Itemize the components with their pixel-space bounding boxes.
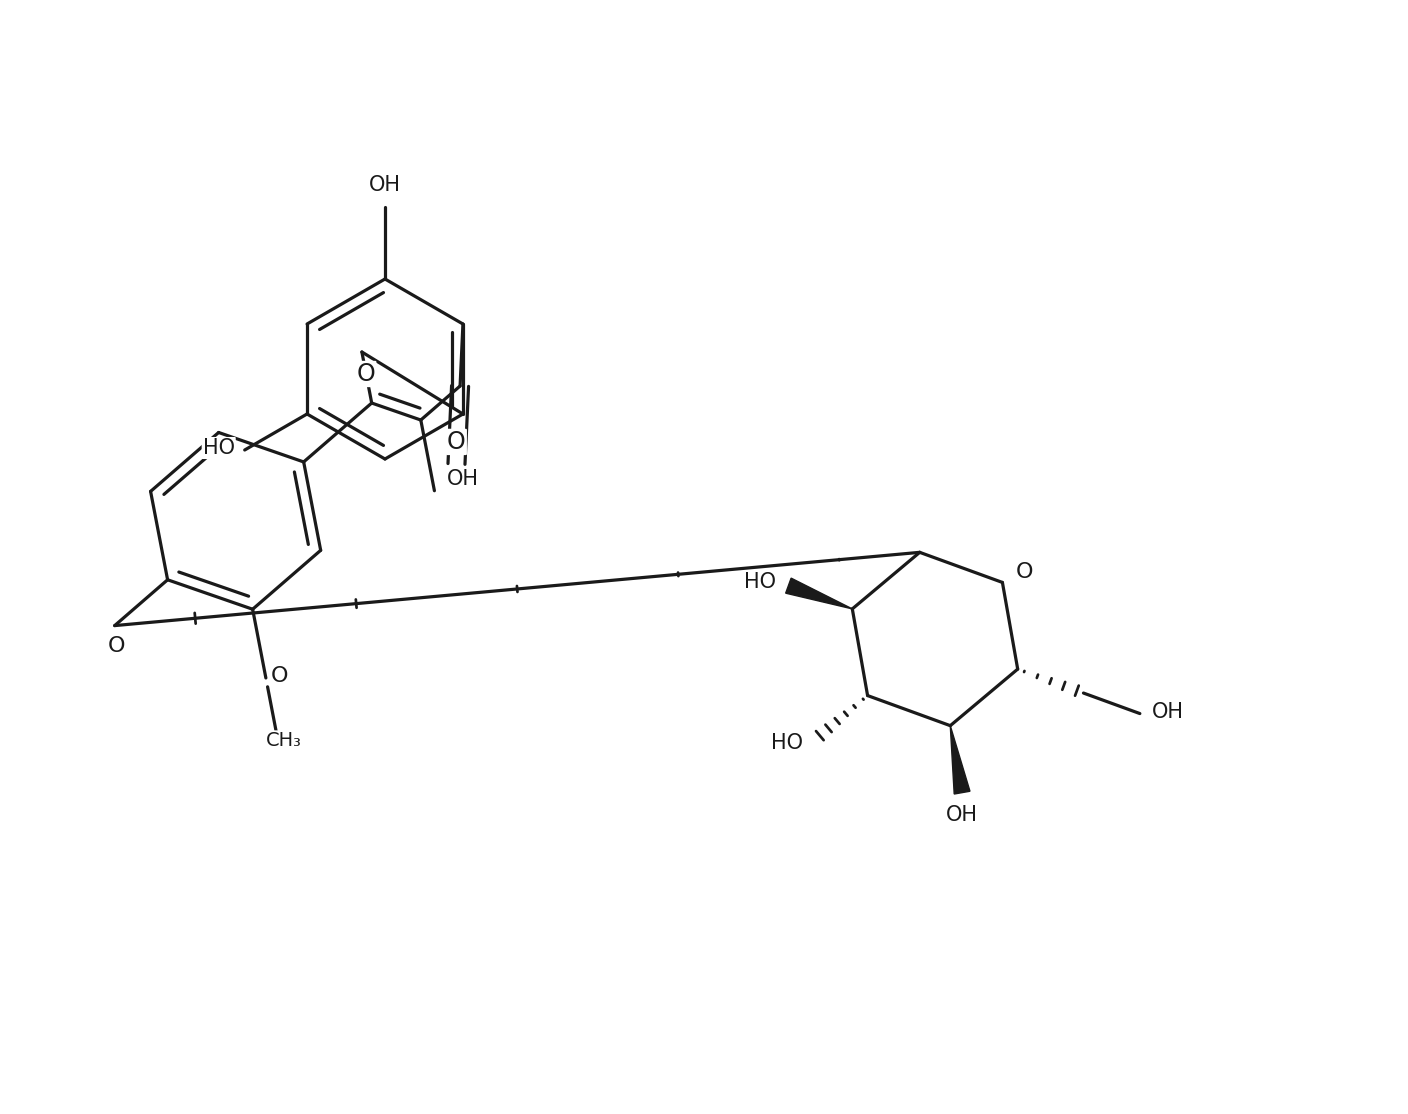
Text: O: O [446,430,466,453]
Polygon shape [786,578,852,609]
Text: O: O [1015,563,1033,583]
Text: HO: HO [203,438,235,458]
Text: HO: HO [772,733,804,753]
Text: O: O [356,362,376,385]
Polygon shape [950,725,970,794]
Text: OH: OH [946,804,979,824]
Text: OH: OH [446,469,479,489]
Text: OH: OH [1152,702,1184,722]
Text: O: O [108,636,125,656]
Text: OH: OH [369,175,401,195]
Text: CH₃: CH₃ [266,731,301,751]
Text: O: O [272,666,289,686]
Text: HO: HO [745,571,776,592]
